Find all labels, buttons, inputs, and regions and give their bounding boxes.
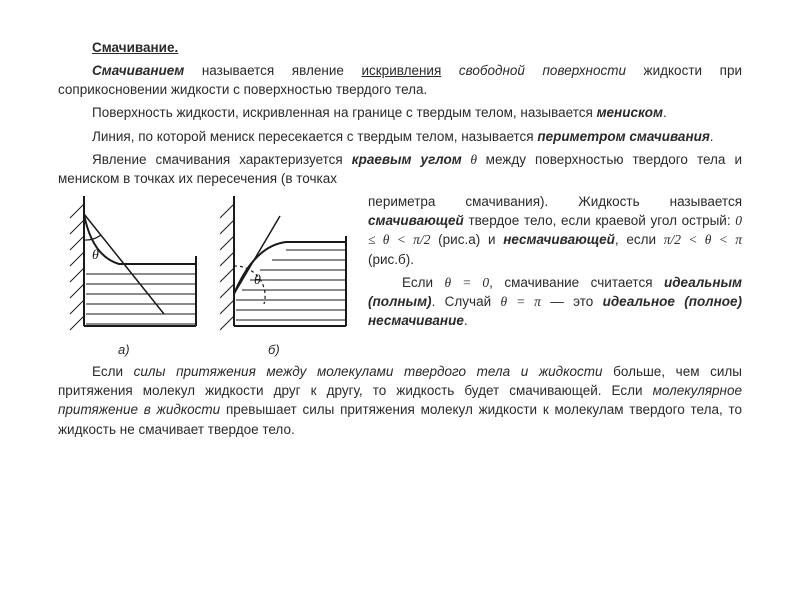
document-page: Смачивание. Смачиванием называется явлен…	[0, 0, 800, 463]
side-para-2: Если θ = 0, смачивание считается идеальн…	[368, 273, 742, 330]
paragraph-5: Если силы притяжения между молекулами тв…	[58, 362, 742, 439]
figure-text-row: θ	[58, 192, 742, 362]
figure-label-a: а)	[118, 342, 130, 357]
paragraph-1: Смачиванием называется явление искривлен…	[58, 61, 742, 99]
term: периметром смачивания	[537, 129, 709, 144]
section-title: Смачивание.	[92, 38, 742, 57]
paragraph-2: Поверхность жидкости, искривленная на гр…	[58, 103, 742, 122]
wetting-diagram: θ	[58, 192, 358, 362]
term: Смачиванием	[92, 63, 184, 78]
paragraph-4: Явление смачивания характеризуется краев…	[58, 150, 742, 188]
figures: θ	[58, 192, 358, 362]
term: краевым углом	[352, 152, 462, 167]
underlined: искривления	[361, 63, 441, 78]
figure-label-b: б)	[268, 342, 280, 357]
side-para-1: периметра смачивания). Жидкость называет…	[368, 192, 742, 269]
svg-text:θ: θ	[92, 248, 99, 263]
side-text: периметра смачивания). Жидкость называет…	[368, 192, 742, 362]
paragraph-3: Линия, по которой мениск пересекается с …	[58, 127, 742, 146]
term: мениском	[597, 105, 663, 120]
svg-text:θ: θ	[254, 273, 261, 288]
